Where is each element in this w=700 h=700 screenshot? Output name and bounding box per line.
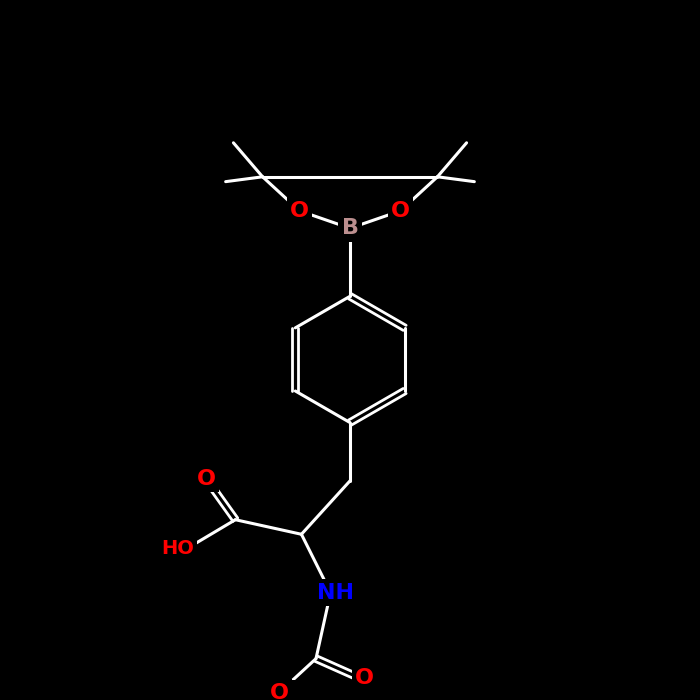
Text: O: O (197, 469, 216, 489)
Text: O: O (290, 201, 309, 220)
Text: HO: HO (162, 539, 195, 559)
Text: O: O (391, 201, 410, 220)
Text: O: O (270, 682, 288, 700)
Text: NH: NH (317, 582, 354, 603)
Text: O: O (355, 668, 374, 688)
Text: B: B (342, 218, 358, 238)
